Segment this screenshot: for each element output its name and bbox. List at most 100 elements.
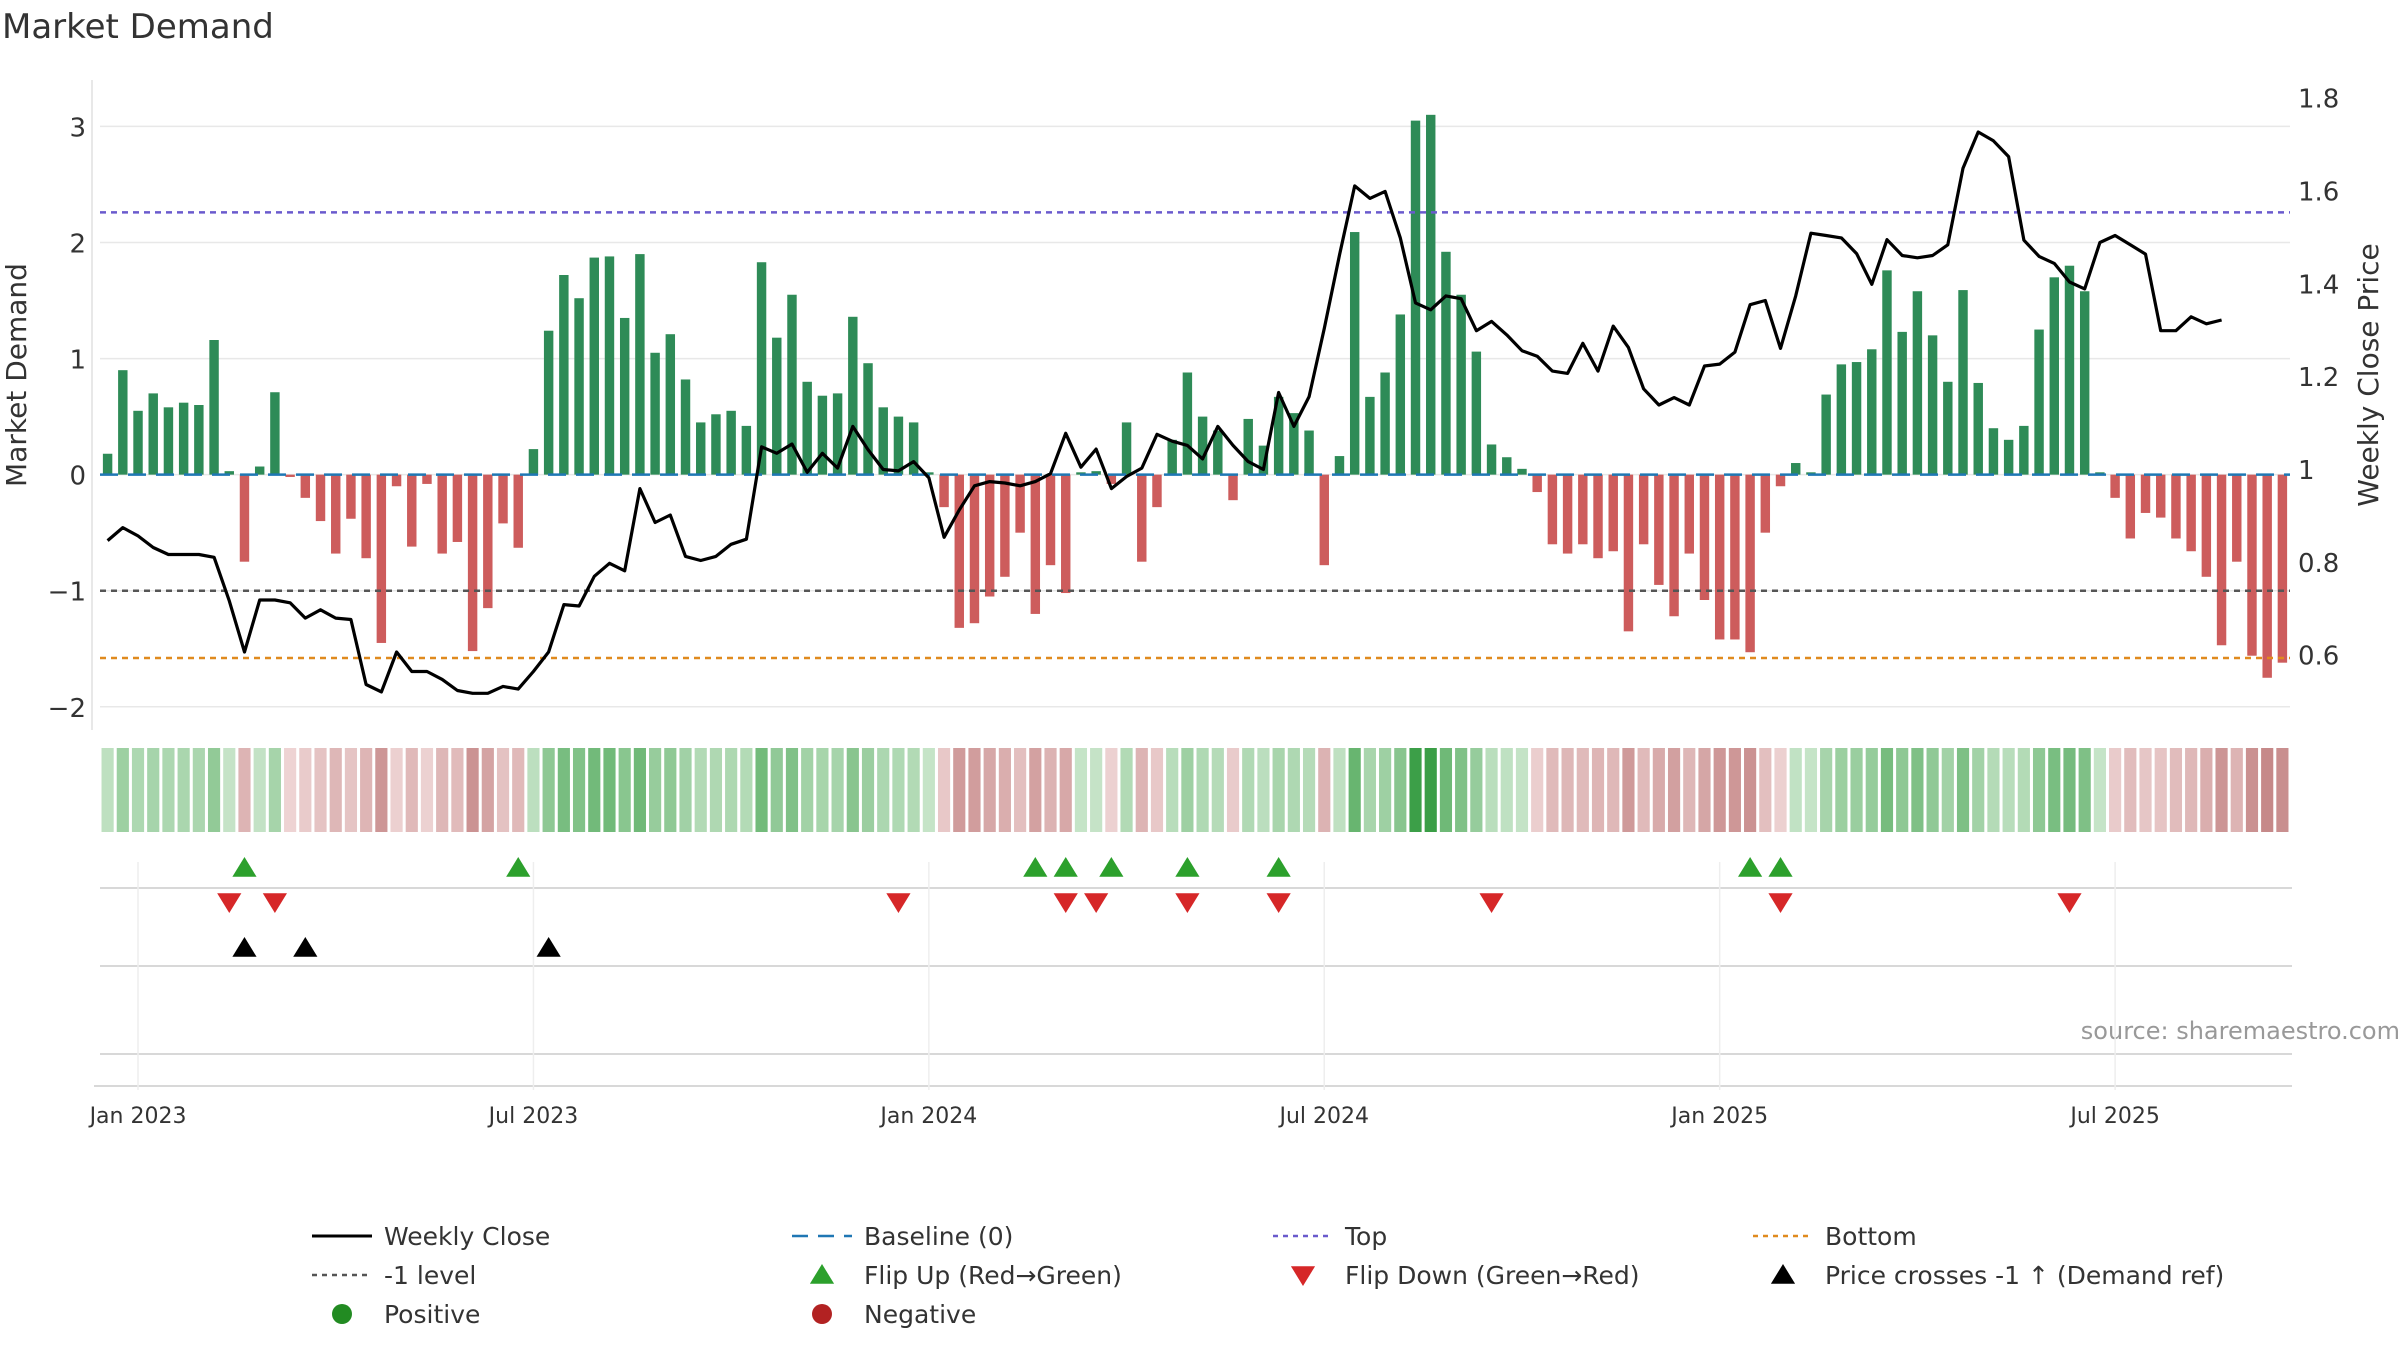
price-cross-marker — [536, 937, 561, 957]
heat-cell — [192, 748, 205, 832]
demand-bar — [1973, 382, 1983, 475]
heat-cell — [375, 748, 388, 832]
heat-cell — [116, 748, 129, 832]
demand-bar — [1243, 418, 1253, 475]
heat-cell — [1059, 748, 1072, 832]
y2-tick-label: 0.8 — [2298, 549, 2339, 579]
demand-bar — [1927, 335, 1938, 475]
demand-bar — [1000, 474, 1010, 577]
heat-cell — [1318, 748, 1331, 832]
demand-bar — [619, 317, 630, 475]
heat-cell — [1911, 748, 1924, 832]
y-axis-label: Market Demand — [0, 263, 33, 487]
demand-bar — [1197, 416, 1208, 475]
demand-bar — [2003, 439, 2014, 475]
demand-bar — [528, 449, 539, 475]
heat-cell — [1607, 748, 1620, 832]
heat-cell — [1941, 748, 1954, 832]
demand-bar — [604, 256, 615, 475]
heat-cell — [2230, 748, 2243, 832]
legend-item: Flip Down (Green→Red) — [1290, 1261, 1640, 1290]
flip-up-marker — [1266, 857, 1291, 877]
demand-bar — [1730, 474, 1740, 640]
heat-strip — [101, 748, 2289, 832]
source-credit: source: sharemaestro.com — [2081, 1017, 2400, 1045]
demand-bar — [2125, 474, 2136, 539]
legend-label: Top — [1344, 1222, 1387, 1251]
heat-cell — [268, 748, 281, 832]
demand-bar — [513, 474, 523, 548]
heat-cell — [2261, 748, 2274, 832]
heat-cell — [1804, 748, 1818, 832]
heat-cell — [1196, 748, 1209, 832]
heat-cell — [1348, 748, 1361, 832]
demand-bar — [102, 453, 113, 475]
legend-swatch-triangle-up — [1770, 1264, 1796, 1284]
heat-cell — [801, 748, 814, 832]
demand-bar — [1608, 474, 1618, 552]
demand-bar — [1669, 474, 1679, 617]
heat-cell — [861, 748, 875, 832]
heat-cell — [1987, 748, 2000, 832]
y2-tick-label: 1.2 — [2298, 363, 2339, 393]
x-tick-label: Jan 2025 — [1669, 1104, 1768, 1129]
demand-bar — [1121, 422, 1132, 475]
heat-cell — [1257, 748, 1270, 832]
demand-bar — [756, 262, 767, 475]
demand-bar — [1775, 474, 1786, 487]
heat-cell — [481, 748, 494, 832]
demand-bars — [102, 114, 2288, 678]
demand-bar — [2140, 474, 2151, 513]
demand-bar — [589, 257, 599, 475]
legend-label: Price crosses -1 ↑ (Demand ref) — [1825, 1261, 2224, 1290]
legend-swatch-circle — [812, 1304, 832, 1324]
flip-up-marker — [1175, 857, 1200, 877]
legend-swatch-triangle-up — [809, 1264, 835, 1284]
demand-bar — [543, 330, 554, 475]
demand-bar — [1897, 331, 1907, 475]
demand-bar — [2079, 291, 2090, 475]
heat-cell — [2063, 748, 2076, 832]
demand-bar — [2019, 425, 2029, 475]
heat-cell — [968, 748, 981, 832]
heat-cell — [1409, 748, 1422, 832]
demand-bar — [2277, 474, 2288, 663]
heat-cell — [131, 748, 145, 832]
demand-bar — [437, 474, 447, 554]
legend-item: Flip Up (Red→Green) — [809, 1261, 1122, 1290]
legend-item: Top — [1273, 1222, 1387, 1251]
demand-bar — [209, 340, 219, 475]
demand-bar — [1699, 474, 1710, 600]
heat-cell — [1242, 748, 1255, 832]
demand-bar — [1654, 474, 1664, 585]
heat-cell — [1105, 748, 1118, 832]
demand-bar — [1030, 474, 1041, 614]
legend-item: Weekly Close — [312, 1222, 550, 1251]
demand-bar — [1106, 474, 1117, 484]
heat-cell — [2245, 748, 2259, 832]
heat-cell — [1074, 748, 1088, 832]
weekly-close-line-group — [106, 130, 2222, 695]
y-tick-label: 3 — [69, 113, 86, 143]
demand-bar — [1502, 457, 1512, 475]
demand-bar — [832, 393, 843, 475]
heat-cell — [740, 748, 753, 832]
demand-bar — [270, 392, 280, 475]
legend-label: Negative — [864, 1300, 976, 1329]
x-tick-label: Jul 2024 — [1278, 1104, 1370, 1129]
heat-cell — [1759, 748, 1772, 832]
demand-bar — [893, 416, 904, 475]
demand-bar — [1152, 474, 1162, 508]
heat-cell — [633, 748, 646, 832]
demand-bar — [2216, 474, 2227, 646]
heat-cell — [831, 748, 844, 832]
x-tick-label: Jul 2023 — [487, 1104, 579, 1129]
price-cross-marker — [293, 937, 318, 957]
y-tick-label: −2 — [48, 694, 86, 724]
heat-cell — [2185, 748, 2198, 832]
heat-cell — [1135, 748, 1148, 832]
demand-bar — [1578, 474, 1588, 545]
heat-cell — [1652, 748, 1665, 832]
flip-down-marker — [1084, 893, 1109, 913]
demand-bar — [285, 474, 295, 477]
